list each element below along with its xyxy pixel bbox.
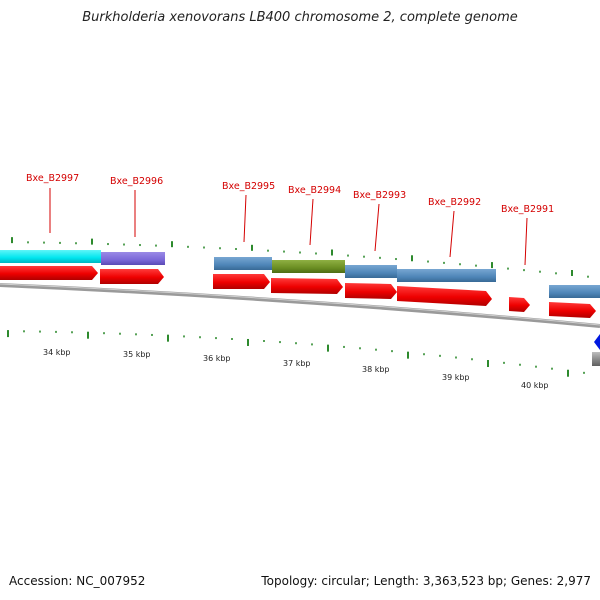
inner-tick-marks (7, 330, 585, 377)
map-title: Burkholderia xenovorans LB400 chromosome… (82, 10, 518, 25)
gene-label-bxe-b2992: Bxe_B2992 (428, 197, 481, 208)
olive-feature-block (272, 260, 345, 273)
gene-label-bxe-b2994: Bxe_B2994 (288, 185, 341, 196)
leader-line-bxe-b2995 (243, 194, 247, 243)
gene-label-bxe-b2996: Bxe_B2996 (110, 176, 163, 187)
kbp-label-34: 34 kbp (43, 348, 71, 357)
purple-feature-block (101, 252, 165, 265)
topology-text: Topology: circular; Length: 3,363,523 bp… (261, 574, 591, 588)
leader-line-bxe-b2993 (374, 203, 380, 252)
gene-arrow-bxe-b2994 (271, 278, 343, 294)
blue-feature-block (214, 257, 272, 270)
gene-arrow-bxe-b2991 (509, 297, 530, 312)
gene-arrow-bxe-b2992 (397, 286, 492, 306)
genome-backbone-highlight (0, 283, 600, 326)
kbp-label-40: 40 kbp (521, 381, 549, 390)
gene-arrow-bxe-b2995 (213, 274, 270, 289)
gene-label-bxe-b2993: Bxe_B2993 (353, 190, 406, 201)
backbone-segment (592, 352, 600, 366)
gene-arrow-bxe-b2996 (100, 269, 164, 284)
blue-feature-block (549, 285, 600, 298)
outer-tick-marks (11, 237, 589, 278)
genome-backbone (0, 283, 600, 328)
blue-feature-block (345, 265, 397, 278)
leader-line-bxe-b2994 (309, 198, 314, 246)
gene-arrow-bxe-b2993 (345, 283, 397, 299)
leader-line-bxe-b2992 (449, 210, 455, 258)
leader-line-bxe-b2991 (524, 217, 528, 266)
kbp-label-38: 38 kbp (362, 365, 390, 374)
gene-label-bxe-b2997: Bxe_B2997 (26, 173, 79, 184)
kbp-label-36: 36 kbp (203, 354, 231, 363)
kbp-label-35: 35 kbp (123, 350, 151, 359)
gene-arrow-bxe-b2997 (0, 266, 98, 280)
blue-marker-icon (594, 334, 600, 350)
blue-feature-block (397, 269, 496, 282)
accession-text: Accession: NC_007952 (9, 574, 146, 588)
kbp-label-37: 37 kbp (283, 359, 311, 368)
gene-label-bxe-b2991: Bxe_B2991 (501, 204, 554, 215)
gene-arrow (549, 302, 596, 318)
cyan-feature-block (0, 250, 101, 263)
gene-label-bxe-b2995: Bxe_B2995 (222, 181, 275, 192)
kbp-label-39: 39 kbp (442, 373, 470, 382)
